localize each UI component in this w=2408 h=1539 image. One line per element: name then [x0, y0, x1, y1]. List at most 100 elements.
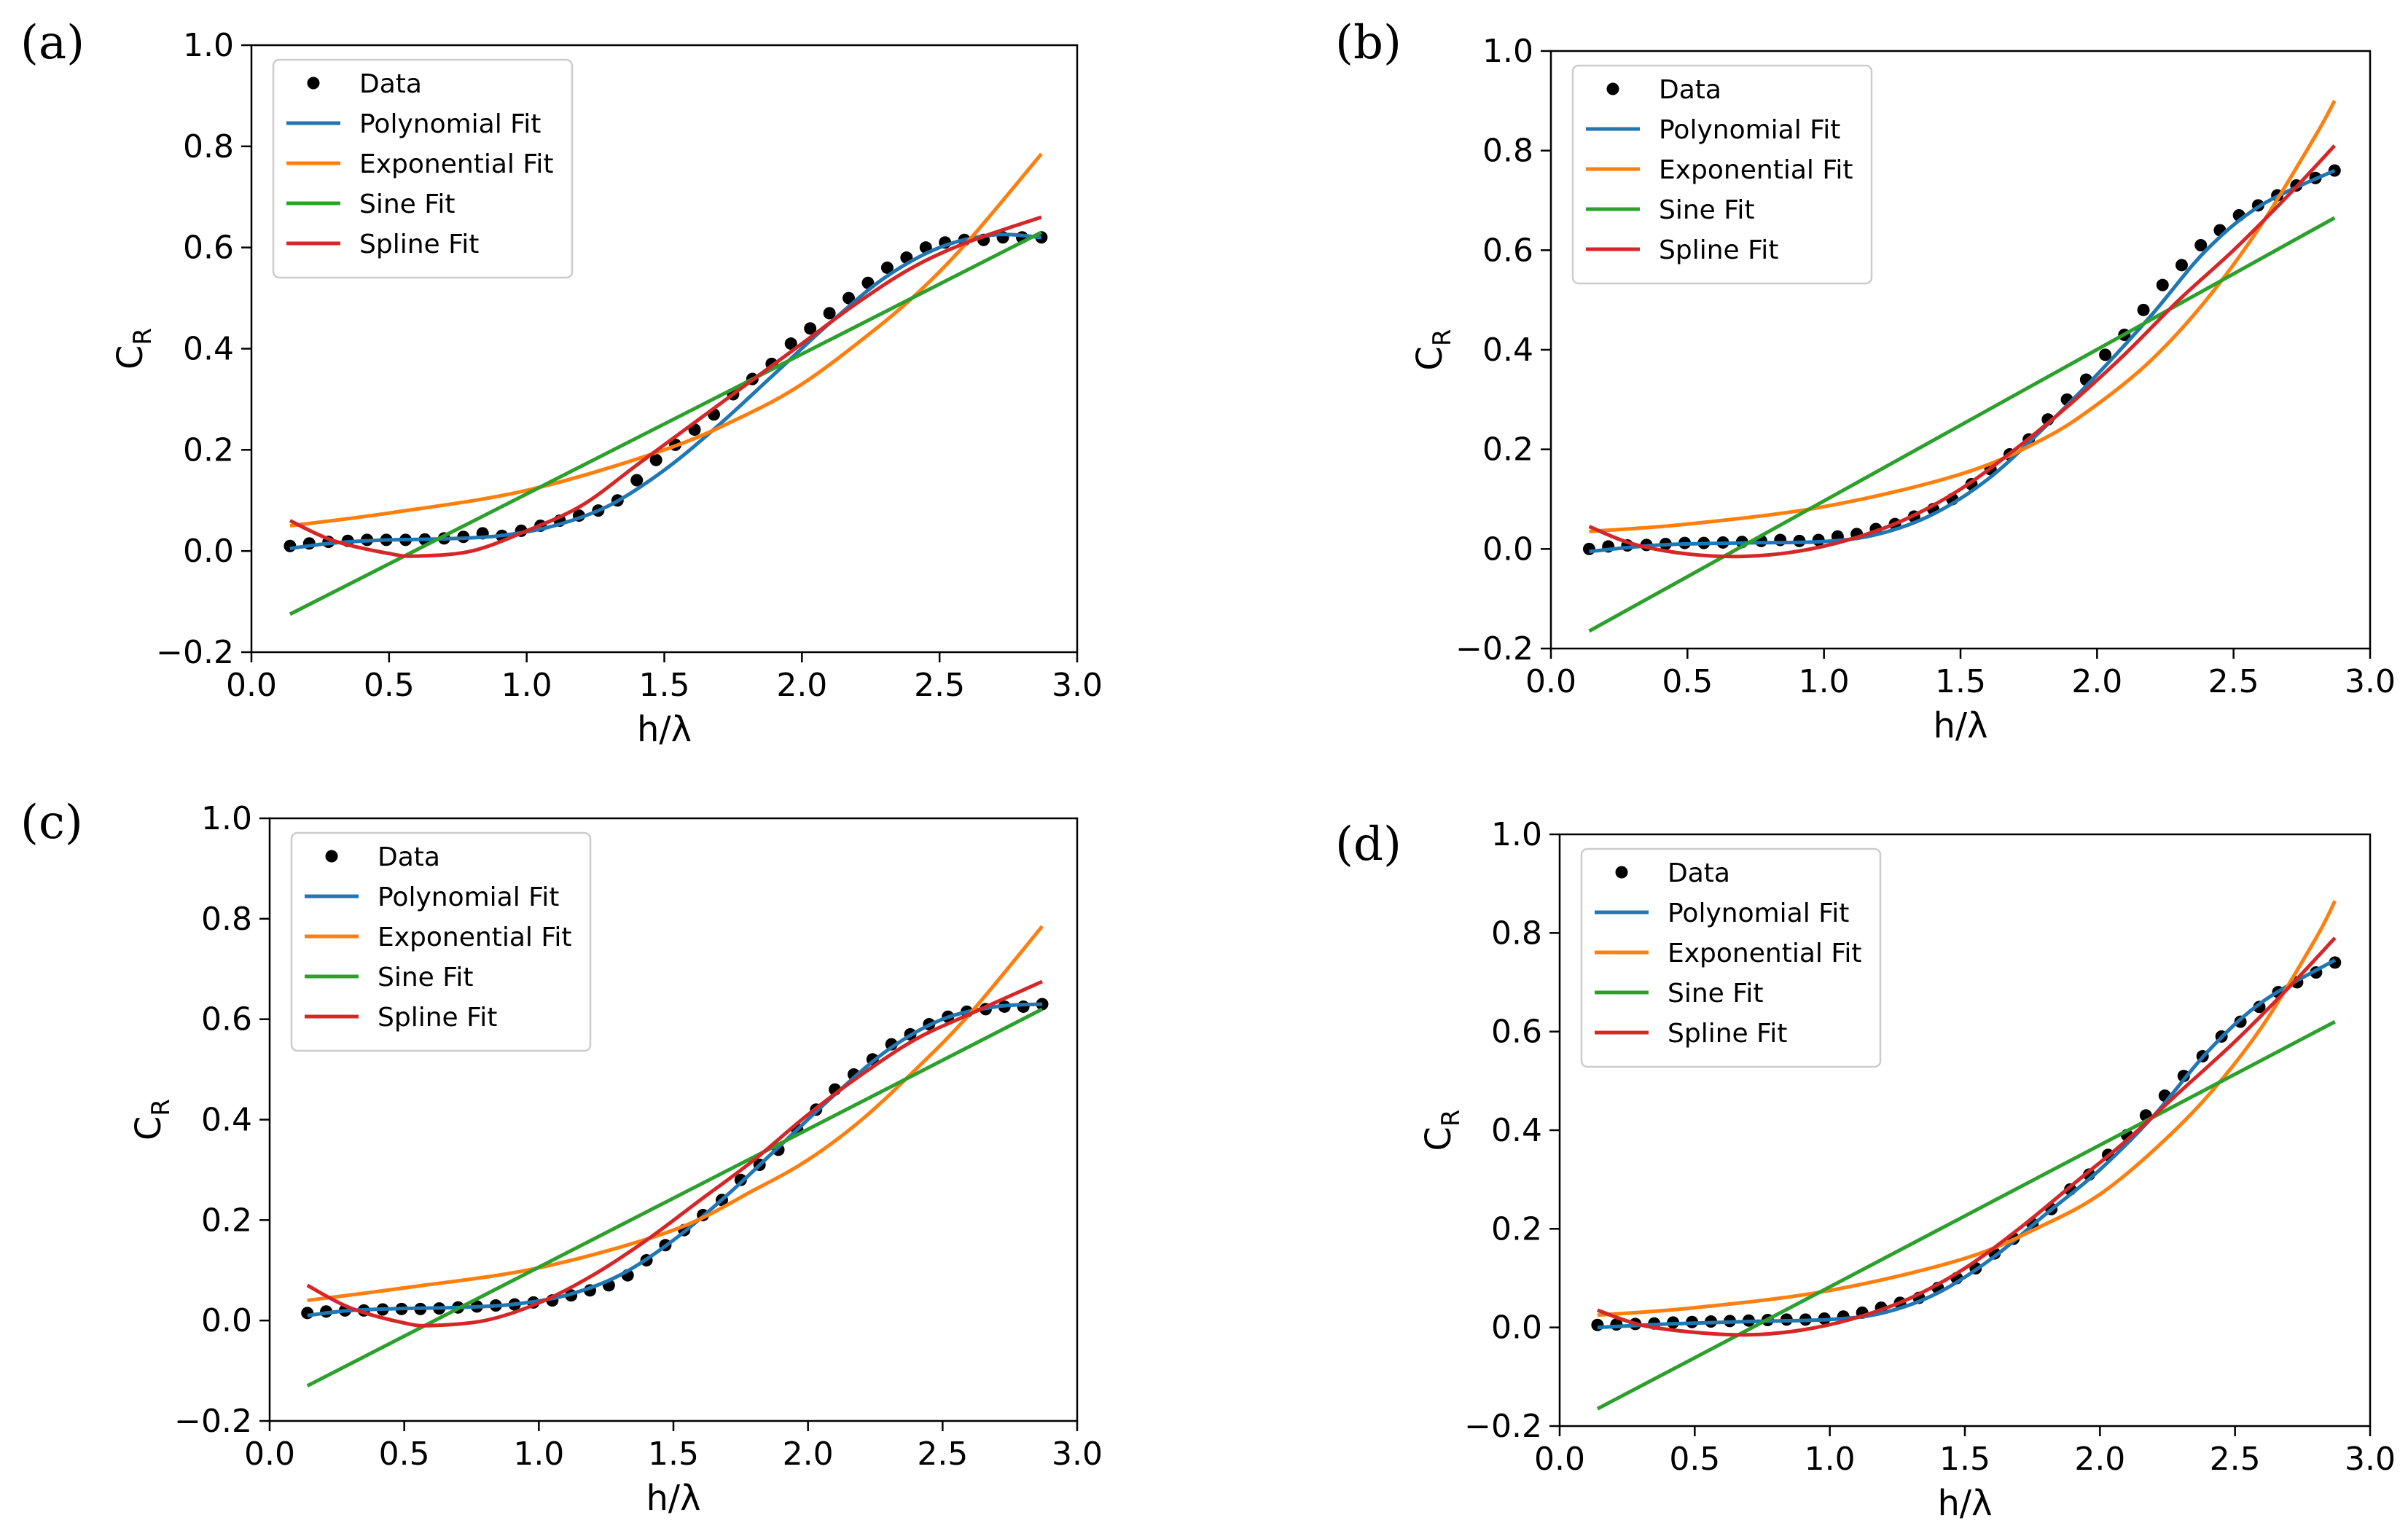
panel-c-y-axis-label-sub: R — [146, 1099, 176, 1116]
panel-c-legend-spline-fit-label: Spline Fit — [378, 1003, 497, 1033]
panel-d-data-point — [2329, 956, 2342, 969]
panel-d-data-point — [2177, 1070, 2190, 1083]
panel-a-x-tick-label: 0.5 — [364, 667, 415, 704]
panel-c-y-tick-label: 1.0 — [201, 800, 252, 837]
panel-b-legend-spline-fit-label: Spline Fit — [1659, 235, 1778, 265]
panel-d-legend-sine-fit-label: Sine Fit — [1668, 979, 1763, 1009]
panel-a-y-tick-label: 0.6 — [183, 230, 234, 267]
panel-d-data-point — [1591, 1318, 1604, 1331]
panel-b-x-tick-label: 3.0 — [2345, 663, 2396, 700]
panel-a-label: (a) — [20, 16, 85, 70]
panel-a-data-point — [880, 261, 894, 274]
panel-c-x-tick-label: 1.0 — [513, 1436, 564, 1473]
panel-a-x-tick-label: 0.0 — [226, 667, 277, 704]
panel-a-spline-fit-line — [289, 215, 1042, 558]
panel-a-data-point — [630, 474, 644, 487]
panel-a-x-tick-label: 1.0 — [501, 667, 552, 704]
panel-c-y-tick-label: 0.6 — [201, 1001, 252, 1038]
panel-a-legend-sine-fit-label: Sine Fit — [359, 189, 455, 219]
panel-a-data-point — [784, 337, 797, 351]
panel-a-y-tick-label: 0.0 — [183, 533, 234, 570]
panel-a-sine-fit-line — [289, 230, 1043, 616]
panel-b-x-tick-label: 1.5 — [1935, 663, 1986, 700]
panel-d-x-tick-label: 1.0 — [1805, 1441, 1856, 1478]
panel-c-x-tick-label: 0.5 — [379, 1436, 430, 1473]
panel-a-exponential-fit-line — [289, 152, 1043, 528]
panel-d-plot-area — [1591, 900, 2342, 1411]
panel-d-y-tick-label: 1.0 — [1491, 816, 1542, 853]
panel-b-legend-data-marker — [1606, 82, 1619, 95]
panel-c-sine-fit-line — [306, 1007, 1044, 1388]
panel-d-y-tick-label: 0.2 — [1491, 1210, 1542, 1248]
panel-a-data-point — [804, 322, 817, 335]
panel-b-data-point — [2175, 259, 2188, 272]
panel-a-y-axis-label-sub: R — [128, 328, 157, 345]
panel-c-y-axis-label-main: C — [128, 1116, 169, 1141]
panel-d-y-axis-label-main: C — [1418, 1127, 1459, 1151]
panel-b-legend-box — [1571, 64, 1873, 285]
panel-c-legend-data-marker — [325, 850, 338, 863]
panel-b-spline-fit-line — [1588, 144, 2337, 559]
panel-a-y-tick-label: 0.2 — [183, 431, 234, 469]
panel-b-data-point — [2099, 348, 2112, 361]
panel-d-legend-exponential-fit-label: Exponential Fit — [1668, 939, 1862, 968]
panel-b-polynomial-fit-line — [1589, 168, 2336, 554]
panel-c-y-tick-label: 0.2 — [201, 1202, 252, 1239]
panel-c-y-axis-label: CR — [128, 1099, 176, 1140]
panel-d-x-tick-label: 3.0 — [2345, 1441, 2396, 1478]
panel-c-exponential-fit-line — [307, 925, 1044, 1303]
panel-c-x-tick-label: 1.5 — [648, 1436, 699, 1473]
panel-d-polynomial-fit-line — [1597, 958, 2337, 1330]
panel-c-x-tick-label: 2.5 — [917, 1436, 968, 1473]
panel-d-x-tick-label: 1.5 — [1939, 1441, 1990, 1478]
panel-a-polynomial-fit-line — [289, 232, 1042, 551]
panel-c-legend-data-label: Data — [378, 842, 440, 872]
panel-d-legend-data-marker — [1615, 866, 1628, 879]
panel-c-polynomial-fit-line — [307, 1002, 1043, 1317]
panel-c-y-tick-label: 0.8 — [201, 901, 252, 938]
panel-d-x-axis-label: h/λ — [1938, 1483, 1993, 1524]
panel-a-y-axis-label-main: C — [110, 345, 151, 370]
panel-d-y-tick-label: 0.4 — [1491, 1112, 1542, 1149]
panel-b-y-axis-label: CR — [1410, 329, 1457, 370]
panel-b: (b)0.0 0.5 1.0 1.5 2.0 2.5 3.0−0.20.00.20.40.6… — [1335, 16, 2396, 746]
panel-b-y-axis-label-main: C — [1410, 346, 1450, 371]
panel-d-y-tick-label: −0.2 — [1464, 1408, 1542, 1445]
panel-a-x-axis-label: h/λ — [637, 709, 692, 750]
panel-c-y-tick-label: 0.0 — [201, 1302, 252, 1339]
panel-a-legend-polynomial-fit-label: Polynomial Fit — [359, 109, 541, 139]
panel-a-data-point — [843, 291, 856, 305]
panel-d-y-tick-label: 0.8 — [1491, 915, 1542, 952]
panel-b-y-tick-label: 0.2 — [1482, 431, 1533, 469]
panel-b-x-tick-label: 0.0 — [1525, 663, 1576, 700]
panel-d-label: (d) — [1335, 818, 1402, 872]
panel-a-legend-spline-fit-label: Spline Fit — [359, 230, 479, 259]
panel-a-x-tick-label: 2.0 — [776, 667, 827, 704]
panel-c-legend: Data Polynomial Fit Exponential Fit Sine Fi… — [290, 831, 592, 1052]
panel-a-y-tick-label: 0.8 — [183, 128, 234, 165]
panel-c-y-tick-label: 0.4 — [201, 1102, 252, 1139]
panel-a-y-tick-label: 1.0 — [183, 27, 234, 64]
panel-c-data-point — [734, 1173, 747, 1186]
panel-b-data-point — [2156, 278, 2169, 291]
panel-d-legend: Data Polynomial Fit Exponential Fit Sine Fi… — [1580, 847, 1882, 1068]
panel-c-plot-area — [301, 925, 1049, 1388]
panel-b-legend-data-label: Data — [1659, 75, 1721, 105]
panel-c-legend-sine-fit-label: Sine Fit — [378, 963, 473, 992]
panel-d-x-tick-label: 0.5 — [1669, 1441, 1720, 1478]
panel-b-x-tick-label: 0.5 — [1662, 663, 1713, 700]
panel-d-x-tick-label: 2.0 — [2074, 1441, 2125, 1478]
panel-b-legend-exponential-fit-label: Exponential Fit — [1659, 155, 1853, 185]
panel-c-x-tick-label: 3.0 — [1052, 1436, 1103, 1473]
panel-b-legend-sine-fit-label: Sine Fit — [1659, 195, 1754, 225]
panel-b-legend-polynomial-fit-label: Polynomial Fit — [1659, 115, 1840, 145]
panel-c-x-tick-label: 0.0 — [244, 1436, 295, 1473]
panel-d-legend-data-label: Data — [1668, 858, 1730, 888]
panel-a-x-tick-label: 3.0 — [1052, 667, 1103, 704]
panel-b-x-tick-label: 1.0 — [1799, 663, 1850, 700]
panel-b-y-axis-label-sub: R — [1428, 329, 1457, 346]
panel-b-data-point — [1582, 542, 1595, 555]
panel-c-data-point — [301, 1307, 314, 1320]
panel-a-data-point — [823, 307, 836, 320]
